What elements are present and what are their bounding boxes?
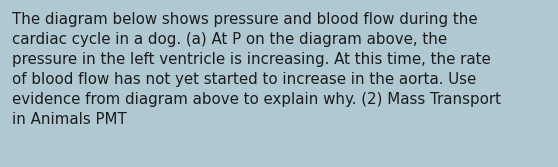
Text: The diagram below shows pressure and blood flow during the
cardiac cycle in a do: The diagram below shows pressure and blo…	[12, 12, 501, 127]
